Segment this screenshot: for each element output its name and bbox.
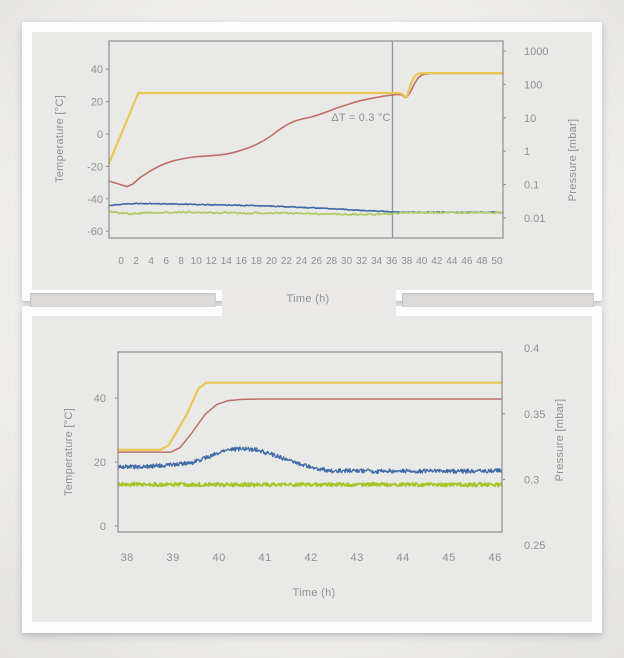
series-product-temperature — [117, 398, 503, 453]
panel-gap-left — [30, 293, 216, 307]
series-pirani-pressure — [117, 446, 503, 474]
right-axis-tick-label: 0.1 — [524, 180, 539, 192]
series-capacitance-pressure — [108, 210, 504, 216]
x-axis-tick-label: 34 — [371, 256, 383, 267]
panel-notch — [222, 284, 396, 319]
x-axis-tick-label: 42 — [305, 552, 318, 564]
series-shelf-temperature — [116, 381, 504, 451]
x-axis-tick-label: 38 — [121, 552, 134, 564]
plot-frame — [117, 351, 503, 533]
x-axis-tick-label: 8 — [178, 256, 184, 267]
x-axis-tick-label: 38 — [401, 256, 413, 267]
panel-gap-right — [402, 293, 594, 307]
top-chart-area — [32, 32, 592, 290]
x-axis-tick-label: 12 — [206, 256, 218, 267]
left-axis-tick-label: -60 — [87, 226, 103, 238]
x-axis-tick-label: 50 — [491, 256, 503, 267]
plot-frame — [108, 40, 504, 239]
right-axis-tick-label: 1 — [524, 146, 530, 158]
x-axis-tick-label: 48 — [476, 256, 488, 267]
time-axis-title: Time (h) — [287, 293, 330, 305]
x-axis-tick-label: 16 — [236, 256, 248, 267]
x-axis-tick-label: 32 — [356, 256, 368, 267]
pressure-axis-title: Pressure [mbar] — [554, 399, 566, 482]
temperature-axis-title: Temperature [°C] — [54, 95, 66, 183]
series-pirani-pressure — [108, 202, 504, 214]
left-axis-tick-label: 20 — [94, 457, 106, 469]
pressure-axis-title: Pressure [mbar] — [567, 119, 579, 202]
right-axis-tick-label: 0.25 — [524, 540, 545, 552]
x-axis-tick-label: 39 — [167, 552, 180, 564]
x-axis-tick-label: 43 — [351, 552, 364, 564]
x-axis-tick-label: 2 — [133, 256, 139, 267]
x-axis-tick-label: 44 — [397, 552, 410, 564]
right-axis-tick-label: 1000 — [524, 46, 548, 58]
left-axis-tick-label: 40 — [94, 393, 106, 405]
x-axis-tick-label: 24 — [296, 256, 308, 267]
x-axis-tick-label: 10 — [191, 256, 203, 267]
series-product-temperature — [108, 72, 504, 188]
left-axis-tick-label: -20 — [87, 161, 103, 173]
series-capacitance-pressure — [117, 481, 503, 488]
x-axis-tick-label: 30 — [341, 256, 353, 267]
x-axis-tick-label: 18 — [251, 256, 263, 267]
x-axis-tick-label: 6 — [163, 256, 169, 267]
x-axis-tick-label: 20 — [266, 256, 278, 267]
x-axis-tick-label: 28 — [326, 256, 338, 267]
x-axis-tick-label: 40 — [416, 256, 428, 267]
temperature-axis-title: Temperature [°C] — [63, 408, 75, 496]
time-axis-title: Time (h) — [293, 587, 336, 599]
left-axis-tick-label: 20 — [91, 97, 103, 109]
x-axis-tick-label: 42 — [431, 256, 443, 267]
x-axis-tick-label: 44 — [446, 256, 458, 267]
x-axis-tick-label: 4 — [148, 256, 154, 267]
x-axis-tick-label: 40 — [213, 552, 226, 564]
x-axis-tick-label: 36 — [386, 256, 398, 267]
right-axis-tick-label: 0.4 — [524, 343, 539, 355]
x-axis-tick-label: 46 — [461, 256, 473, 267]
left-axis-tick-label: -40 — [87, 194, 103, 206]
x-axis-tick-label: 22 — [281, 256, 293, 267]
series-shelf-temperature — [107, 71, 505, 165]
x-axis-tick-label: 14 — [221, 256, 233, 267]
left-axis-tick-label: 0 — [100, 521, 106, 533]
top-chart-panel — [22, 22, 602, 301]
right-axis-tick-label: 0.3 — [524, 474, 539, 486]
left-axis-tick-label: 0 — [97, 129, 103, 141]
x-axis-tick-label: 26 — [311, 256, 323, 267]
right-axis-tick-label: 100 — [524, 79, 542, 91]
right-axis-tick-label: 0.35 — [524, 409, 545, 421]
x-axis-tick-label: 0 — [118, 256, 124, 267]
x-axis-tick-label: 41 — [259, 552, 272, 564]
left-axis-tick-label: 40 — [91, 64, 103, 76]
delta-t-annotation: ΔT = 0.3 °C — [331, 112, 390, 124]
x-axis-tick-label: 46 — [488, 552, 501, 564]
right-axis-tick-label: 10 — [524, 113, 536, 125]
right-axis-tick-label: 0.01 — [524, 213, 545, 225]
x-axis-tick-label: 45 — [442, 552, 455, 564]
